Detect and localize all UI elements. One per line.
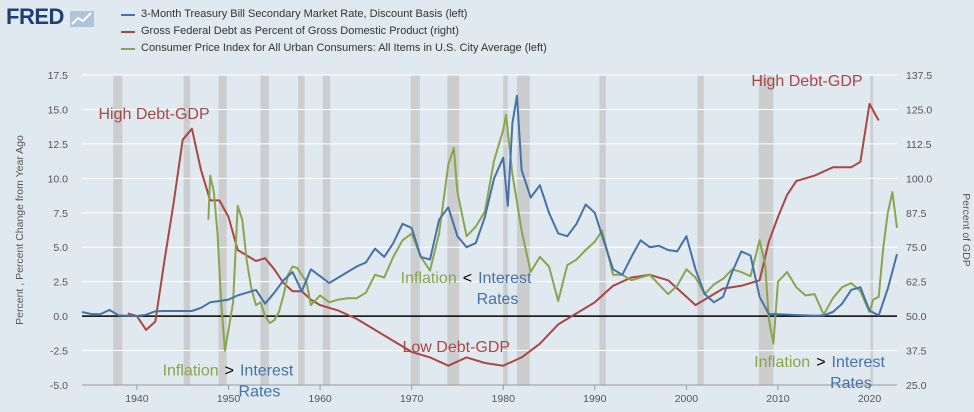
left-tick-label: 0.0 <box>53 311 68 323</box>
chart-trend-icon <box>69 11 94 28</box>
callout-operator: > <box>816 354 825 371</box>
right-tick-label: 125.0 <box>906 104 932 116</box>
logo-text: FRED <box>6 4 64 29</box>
series-line-debt <box>127 102 880 367</box>
left-tick-label: 2.5 <box>53 277 68 289</box>
legend: 3-Month Treasury Bill Secondary Market R… <box>121 6 547 57</box>
right-tick-label: 62.5 <box>906 277 927 289</box>
x-tick-label: 1990 <box>583 393 607 405</box>
recession-band <box>447 75 460 385</box>
right-tick-label: 137.5 <box>906 70 932 82</box>
legend-label: 3-Month Treasury Bill Secondary Market R… <box>141 8 468 20</box>
left-tick-label: -5.0 <box>50 380 68 392</box>
callout-operator: > <box>225 362 234 379</box>
legend-item-tbill[interactable]: 3-Month Treasury Bill Secondary Market R… <box>121 6 547 23</box>
recession-bands <box>113 75 874 385</box>
recession-band <box>503 75 508 385</box>
legend-item-cpi[interactable]: Consumer Price Index for All Urban Consu… <box>121 40 547 57</box>
callout-label: Inflation < Interest <box>401 270 532 287</box>
callout-rates: Rates <box>830 375 872 392</box>
recession-band <box>183 75 191 385</box>
legend-label: Consumer Price Index for All Urban Consu… <box>141 42 547 54</box>
x-tick-label: 2000 <box>675 393 699 405</box>
legend-swatch <box>121 47 135 50</box>
right-tick-label: 87.5 <box>906 208 927 220</box>
right-tick-label: 100.0 <box>906 173 932 185</box>
callout-interest: Interest <box>478 270 532 287</box>
recession-band <box>758 75 774 385</box>
annotation-label: High Debt-GDP <box>98 106 209 123</box>
annotation-label: High Debt-GDP <box>751 73 862 90</box>
left-tick-label: 15.0 <box>48 104 69 116</box>
left-axis: 17.5 15.0 12.5 10.0 7.5 5.0 2.5 0.0 -2.5 -5.0 <box>48 70 69 392</box>
series-line-tbill <box>81 94 898 317</box>
callout-label: Inflation > Interest <box>754 354 885 371</box>
x-tick-label: 1940 <box>125 393 149 405</box>
callout-rates: Rates <box>239 383 281 400</box>
callout-interest: Interest <box>240 362 294 379</box>
left-tick-label: 7.5 <box>53 208 68 220</box>
recession-band <box>298 75 305 385</box>
series-line-cpi <box>207 114 898 352</box>
left-axis-label: Percent , Percent Change from Year Ago <box>14 135 26 325</box>
right-tick-label: 75.0 <box>906 242 927 254</box>
series-lines <box>81 94 898 367</box>
callout-operator: < <box>463 270 472 287</box>
x-tick-label: 1950 <box>217 393 241 405</box>
fred-logo[interactable]: FRED <box>6 4 94 30</box>
recession-band <box>697 75 704 385</box>
annotation-label: Low Debt-GDP <box>403 339 511 356</box>
legend-label: Gross Federal Debt as Percent of Gross D… <box>141 25 459 37</box>
x-tick-label: 1970 <box>400 393 424 405</box>
x-tick-label: 1980 <box>492 393 516 405</box>
recession-band <box>113 75 123 385</box>
callout-interest: Interest <box>832 354 886 371</box>
legend-swatch <box>121 30 135 33</box>
right-tick-label: 37.5 <box>906 346 927 358</box>
left-tick-label: 12.5 <box>48 139 69 151</box>
callout-inflation: Inflation <box>163 362 219 379</box>
callout-inflation: Inflation <box>754 354 810 371</box>
right-axis-label: Percent of GDP <box>960 193 972 267</box>
left-tick-label: -2.5 <box>50 346 68 358</box>
right-axis: 137.5 125.0 112.5 100.0 87.5 75.0 62.5 50.0 37.5… <box>906 70 932 392</box>
x-tick-label: 2010 <box>766 393 790 405</box>
right-tick-label: 50.0 <box>906 311 927 323</box>
left-tick-label: 5.0 <box>53 242 68 254</box>
right-tick-label: 112.5 <box>906 139 932 151</box>
annotations: High Debt-GDP High Debt-GDP Low Debt-GDP In… <box>98 73 885 400</box>
recession-band <box>218 75 227 385</box>
recession-band <box>410 75 420 385</box>
callout-inflation: Inflation <box>401 270 457 287</box>
left-tick-label: 10.0 <box>48 173 69 185</box>
recession-band <box>870 75 874 385</box>
recession-band <box>260 75 269 385</box>
right-tick-label: 25.0 <box>906 380 927 392</box>
x-tick-label: 1960 <box>308 393 332 405</box>
legend-item-debt[interactable]: Gross Federal Debt as Percent of Gross D… <box>121 23 547 40</box>
callout-label: Inflation > Interest <box>163 362 294 379</box>
legend-swatch <box>121 13 135 16</box>
x-axis: 1940 1950 1960 1970 1980 1990 2000 2010 2020 <box>82 384 897 405</box>
x-tick-label: 2020 <box>858 393 882 405</box>
recession-band <box>322 75 331 385</box>
left-tick-label: 17.5 <box>48 70 69 82</box>
callout-rates: Rates <box>477 291 519 308</box>
